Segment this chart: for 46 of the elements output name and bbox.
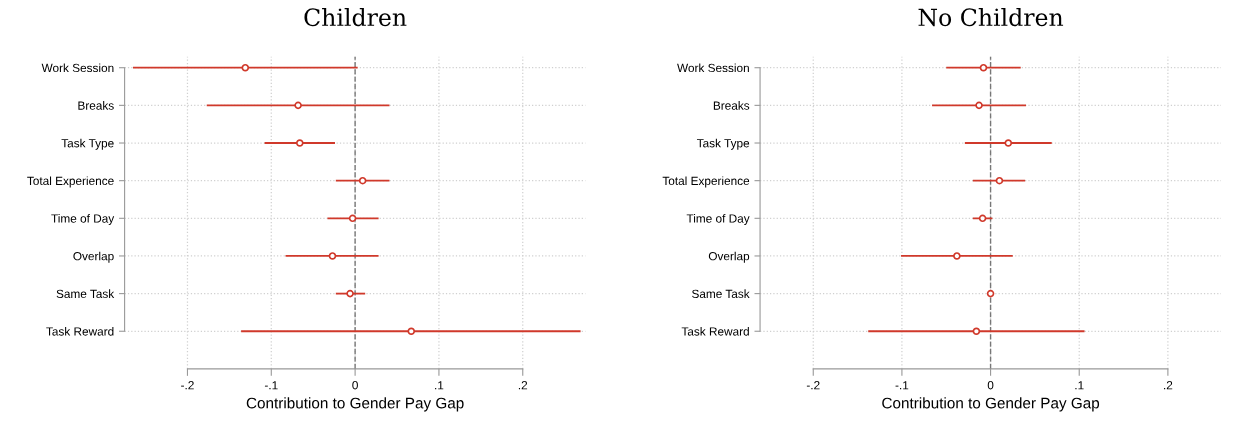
point [1004,139,1013,147]
x-tick-label: -.2 [806,381,820,390]
y-tick-label: Work Session [677,63,749,73]
point [407,327,416,336]
point [346,289,354,298]
chart-title: No Children [918,7,1064,27]
y-tick-label: Breaks [78,101,114,110]
x-tick-label: .2 [1164,381,1173,390]
point [975,101,983,110]
point [972,327,981,336]
x-tick-label: .2 [518,381,528,390]
point [986,289,995,298]
chart-title: Children [304,7,407,27]
y-tick-label: Task Reward [46,326,114,336]
y-tick-label: Overlap [708,251,750,263]
y-tick-label: Time of Day [51,214,115,226]
x-axis-title: Contribution to Gender Pay Gap [882,397,1100,412]
y-tick-label: Same Task [692,289,750,298]
point [328,252,337,260]
y-tick-label: Overlap [73,251,114,263]
y-tick-label: Breaks [713,101,750,110]
x-tick-label: .1 [435,381,444,390]
point [978,214,987,223]
x-tick-label: -.2 [181,381,194,390]
y-tick-label: Task Type [696,138,750,150]
point [296,139,304,147]
point [995,176,1004,185]
y-tick-label: Time of Day [686,214,750,226]
x-tick-label: 0 [987,381,994,390]
x-tick-label: -.1 [264,381,278,390]
x-tick-label: -.1 [895,381,909,390]
point [358,176,367,185]
y-tick-label: Total Experience [662,176,750,188]
y-tick-label: Task Type [61,138,114,150]
y-tick-label: Task Reward [681,326,749,336]
x-tick-label: .1 [1075,381,1084,390]
x-axis-title: Contribution to Gender Pay Gap [246,397,464,412]
point [979,63,988,72]
point [294,101,302,110]
point [241,63,250,72]
point [953,252,961,260]
y-tick-label: Work Session [41,63,114,73]
point [348,214,357,223]
x-tick-label: 0 [352,381,358,390]
y-tick-label: Total Experience [27,176,114,188]
y-tick-label: Same Task [56,289,115,298]
